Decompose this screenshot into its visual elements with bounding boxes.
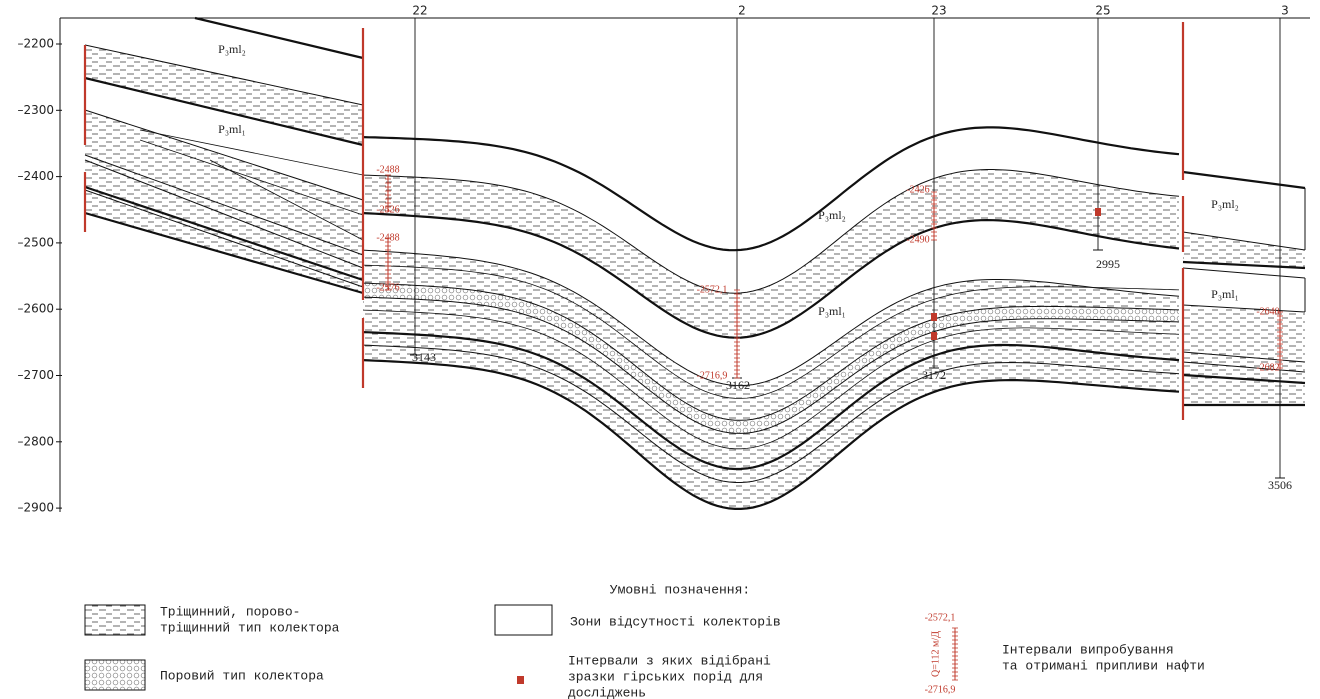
well-name: 22	[412, 4, 427, 18]
legend-label: Інтервали з яких відібрані	[568, 653, 771, 668]
interval-label: -2488	[376, 232, 399, 243]
sample-marker	[931, 332, 937, 340]
legend-swatch	[495, 605, 552, 635]
legend-label: Q=112 м/Д	[930, 631, 941, 677]
tick-label: –2400	[17, 169, 54, 183]
legend-label: та отримані припливи нафти	[1002, 658, 1205, 673]
formation-label: P₃ml₁	[818, 304, 846, 318]
sample-marker	[931, 313, 937, 321]
tick-label: –2300	[17, 103, 54, 117]
legend-label: тріщинний тип колектора	[160, 620, 340, 635]
formation-label: P₃ml₁	[1211, 287, 1239, 301]
sample-marker	[1095, 208, 1101, 216]
legend-label: досліджень	[568, 685, 646, 699]
formation-label: P₃ml₂	[818, 208, 846, 222]
tick-label: –2200	[17, 37, 54, 51]
legend-label: Зони відсутності колекторів	[570, 614, 781, 629]
interval-label: -2640	[1256, 306, 1279, 317]
cross-section: –2200 –2300 –2400 –2500 –2600 –2700 –2800 –2900…	[0, 0, 1320, 699]
interval-label: -2716,9	[697, 370, 728, 381]
interval-label: -2576	[376, 282, 399, 293]
legend-swatch	[85, 605, 145, 635]
fractured-zone	[1183, 305, 1305, 405]
interval-label: -2488	[376, 164, 399, 175]
legend-label: Поровий тип колектора	[160, 668, 324, 683]
tick-label: –2700	[17, 368, 54, 382]
well-depth: 3172	[922, 368, 946, 382]
interval-label: -2490	[906, 234, 929, 245]
legend-label: -2572,1	[925, 612, 956, 623]
legend-label: Тріщинний, порово-	[160, 604, 300, 619]
well-name: 3	[1281, 4, 1289, 18]
well-depth: 2995	[1096, 257, 1120, 271]
legend-title: Умовні позначення:	[610, 582, 750, 597]
legend-label: зразки гірських порід для	[568, 669, 763, 684]
formation-label: P₃ml₁	[218, 122, 246, 136]
legend-label: Інтервали випробування	[1002, 642, 1174, 657]
interval-label: -2526	[376, 204, 399, 215]
well-name: 23	[931, 4, 946, 18]
interval-label: -2426	[906, 184, 929, 195]
legend-label: -2716,9	[925, 684, 956, 695]
formation-label: P₃ml₂	[218, 42, 246, 56]
legend-swatch	[85, 660, 145, 690]
well-depth: 3162	[726, 378, 750, 392]
well-depth: 3143	[412, 350, 436, 364]
well-name: 25	[1095, 4, 1110, 18]
horizon	[1183, 172, 1305, 188]
tick-label: –2500	[17, 235, 54, 249]
formation-label: P₃ml₂	[1211, 197, 1239, 211]
legend-swatch	[517, 676, 524, 684]
horizon	[1183, 268, 1305, 278]
tick-label: –2600	[17, 302, 54, 316]
tick-label: –2900	[17, 501, 54, 515]
interval-label: -2682	[1256, 362, 1279, 373]
well-depth: 3506	[1268, 478, 1292, 492]
tick-label: –2800	[17, 434, 54, 448]
interval-label: -2572,1	[697, 284, 728, 295]
well-name: 2	[738, 4, 746, 18]
